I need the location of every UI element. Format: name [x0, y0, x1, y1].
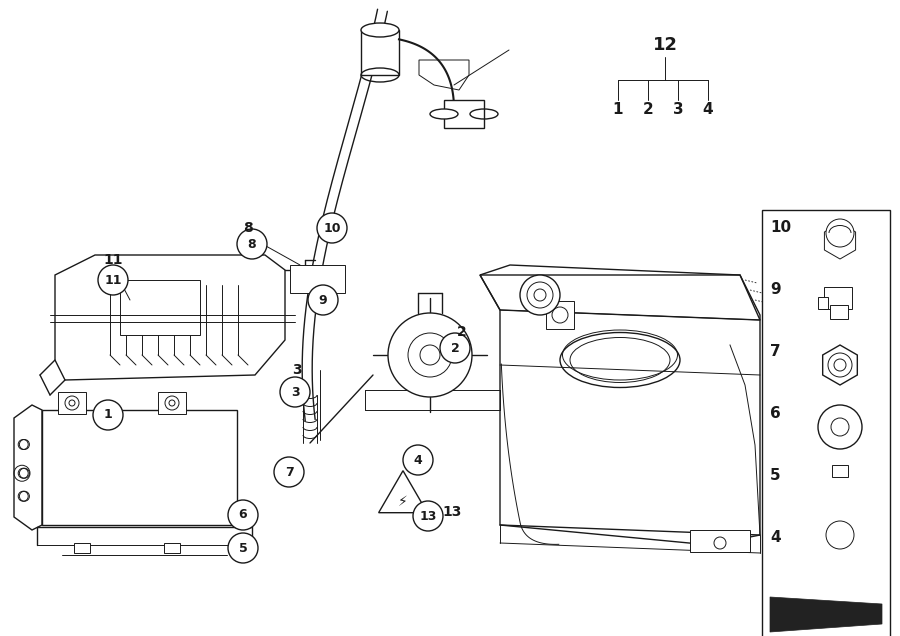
Circle shape — [93, 400, 123, 430]
Text: 8: 8 — [243, 221, 253, 235]
Circle shape — [280, 377, 310, 407]
Text: 10: 10 — [323, 221, 341, 235]
Circle shape — [317, 213, 347, 243]
Text: 11: 11 — [104, 273, 122, 286]
Text: ⚡: ⚡ — [398, 495, 408, 509]
Text: 1: 1 — [613, 102, 623, 118]
Bar — [120, 280, 200, 335]
Circle shape — [237, 229, 267, 259]
Text: 3: 3 — [292, 363, 302, 377]
Circle shape — [403, 445, 433, 475]
Text: 5: 5 — [238, 541, 248, 555]
Circle shape — [388, 313, 472, 397]
Ellipse shape — [361, 23, 399, 37]
Circle shape — [818, 405, 862, 449]
Polygon shape — [770, 597, 882, 632]
Text: 2: 2 — [457, 325, 467, 339]
Text: 1: 1 — [104, 408, 112, 422]
Text: 11: 11 — [104, 253, 122, 267]
Circle shape — [98, 265, 128, 295]
Circle shape — [413, 501, 443, 531]
Circle shape — [228, 533, 258, 563]
Circle shape — [831, 418, 849, 436]
Text: 7: 7 — [284, 466, 293, 478]
Bar — [546, 301, 574, 329]
Text: 3: 3 — [672, 102, 683, 118]
Text: 10: 10 — [770, 220, 791, 235]
Circle shape — [228, 500, 258, 530]
Bar — [361, 30, 399, 75]
Bar — [832, 465, 848, 477]
Circle shape — [826, 219, 854, 247]
Bar — [830, 305, 848, 319]
Text: 4: 4 — [414, 453, 422, 466]
Text: 12: 12 — [652, 36, 678, 54]
Text: 2: 2 — [451, 342, 459, 354]
Bar — [762, 210, 890, 636]
Text: 6: 6 — [770, 406, 781, 421]
Text: 6: 6 — [238, 509, 248, 522]
Text: 13: 13 — [442, 505, 462, 519]
Ellipse shape — [430, 109, 458, 119]
Bar — [824, 287, 852, 309]
Circle shape — [274, 457, 304, 487]
Circle shape — [308, 285, 338, 315]
Text: 3: 3 — [291, 385, 300, 399]
Bar — [444, 100, 484, 128]
Text: 8: 8 — [248, 237, 256, 251]
Bar — [164, 543, 180, 553]
Text: 7: 7 — [770, 344, 780, 359]
Bar — [74, 543, 90, 553]
Text: 2: 2 — [643, 102, 653, 118]
Text: 4: 4 — [703, 102, 714, 118]
Bar — [690, 530, 750, 552]
Text: 13: 13 — [419, 509, 436, 523]
Text: 5: 5 — [770, 468, 780, 483]
Bar — [58, 392, 86, 414]
Bar — [158, 392, 186, 414]
Text: 9: 9 — [770, 282, 780, 297]
Text: 9: 9 — [319, 293, 328, 307]
Bar — [818, 297, 828, 309]
Circle shape — [440, 333, 470, 363]
Bar — [290, 265, 345, 293]
Text: 4: 4 — [770, 530, 780, 545]
Circle shape — [520, 275, 560, 315]
